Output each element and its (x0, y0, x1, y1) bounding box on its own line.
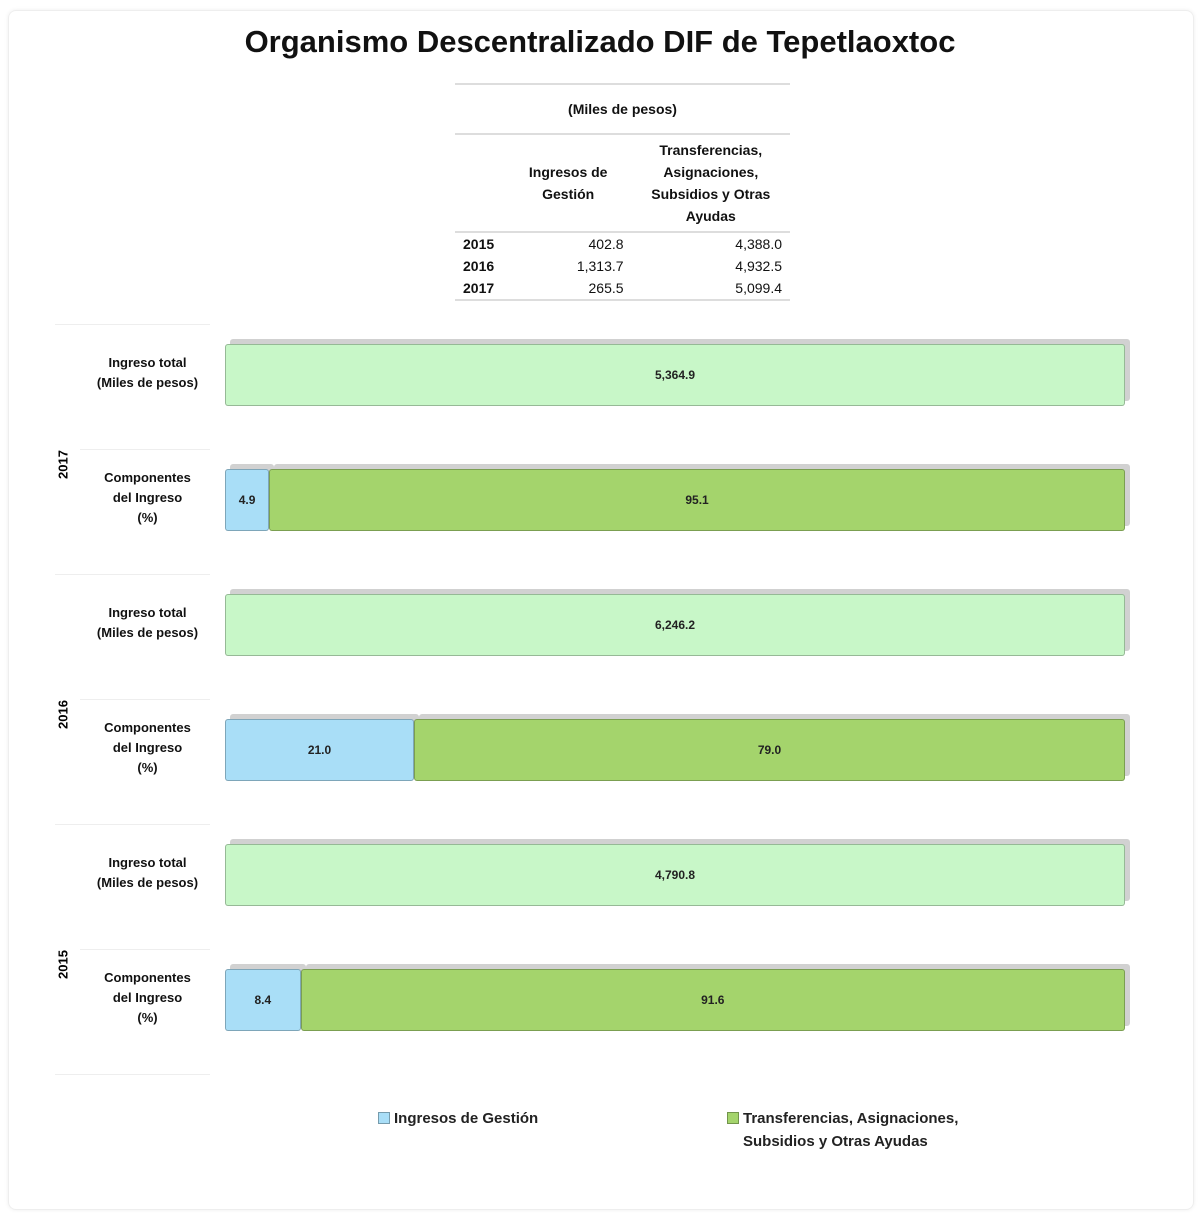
row-label: Ingreso total (Miles de pesos) (96, 605, 199, 640)
table-cell: 265.5 (504, 277, 632, 301)
bar-segment: 4.9 (225, 469, 270, 531)
data-label: 8.4 (254, 993, 272, 1007)
legend-swatch (727, 1112, 739, 1124)
row-label: Ingreso total (Miles de pesos) (96, 355, 199, 390)
row-label: Componentes del Ingreso (%) (104, 720, 191, 775)
data-label: 21.0 (307, 743, 332, 757)
data-label: 79.0 (757, 743, 782, 757)
table-cell: 5,099.4 (631, 277, 790, 301)
row-separator (55, 1074, 210, 1075)
data-label: 4.9 (238, 493, 256, 507)
panel (8, 10, 1194, 1210)
row-header: 2015 (463, 236, 495, 252)
table-cell: 4,932.5 (735, 258, 782, 274)
row-separator (80, 449, 210, 450)
table-row: 2017 265.5 5,099.4 (455, 277, 790, 301)
bar-segment: 91.6 (300, 969, 1125, 1031)
legend-label: Ingresos de Gestión (394, 1110, 539, 1127)
table-corner (455, 134, 505, 233)
year-label: 2017 (55, 450, 71, 479)
legend-swatch (378, 1112, 390, 1124)
row-separator (55, 574, 210, 575)
bar-segment: 95.1 (269, 469, 1125, 531)
column-header: Ingresos de Gestión (504, 134, 632, 233)
row-header: 2017 (455, 277, 505, 301)
data-label: 6,246.2 (654, 618, 696, 632)
chart-title: Organismo Descentralizado DIF de Tepetla… (244, 24, 956, 59)
row-label: Componentes del Ingreso (%) (104, 970, 191, 1025)
row-separator (55, 324, 210, 325)
table-cell: 4,388.0 (735, 236, 782, 252)
total-bar: 4,790.8 (225, 844, 1125, 906)
total-bar: 5,364.9 (225, 344, 1125, 406)
data-label: 95.1 (685, 493, 709, 507)
bar-segment: 8.4 (225, 969, 301, 1031)
table-body: 2015 402.8 4,388.0 2016 1,313.7 4,932.5 2017 26… (455, 232, 790, 301)
table-cell: 1,313.7 (576, 258, 624, 274)
column-header: Transferencias, Asignaciones, Subsidios … (631, 134, 790, 233)
row-label: Componentes del Ingreso (%) (104, 470, 191, 525)
table-row: 2016 1,313.7 4,932.5 (455, 255, 790, 277)
bar-segment: 79.0 (414, 719, 1125, 781)
table-row: 2015 402.8 4,388.0 (455, 232, 790, 255)
year-label: 2016 (55, 700, 71, 729)
legend-item: Ingresos de Gestión (378, 1107, 578, 1130)
bar-segment: 21.0 (225, 719, 414, 781)
row-label: Ingreso total (Miles de pesos) (96, 855, 199, 890)
legend-label: Transferencias, Asignaciones, Subsidios … (743, 1110, 959, 1150)
data-label: 91.6 (701, 993, 725, 1007)
row-header: 2016 (463, 258, 495, 274)
table-caption: (Miles de pesos) (455, 83, 790, 135)
data-label: 4,790.8 (654, 868, 696, 882)
table-cell: 402.8 (588, 236, 624, 252)
data-table: (Miles de pesos) Ingresos de Gestión Tra… (455, 83, 790, 301)
data-label: 5,364.9 (654, 368, 696, 382)
total-bar: 6,246.2 (225, 594, 1125, 656)
row-separator (80, 949, 210, 950)
row-separator (80, 699, 210, 700)
year-label: 2015 (55, 950, 71, 979)
row-separator (55, 824, 210, 825)
legend-item: Transferencias, Asignaciones, Subsidios … (727, 1107, 967, 1153)
